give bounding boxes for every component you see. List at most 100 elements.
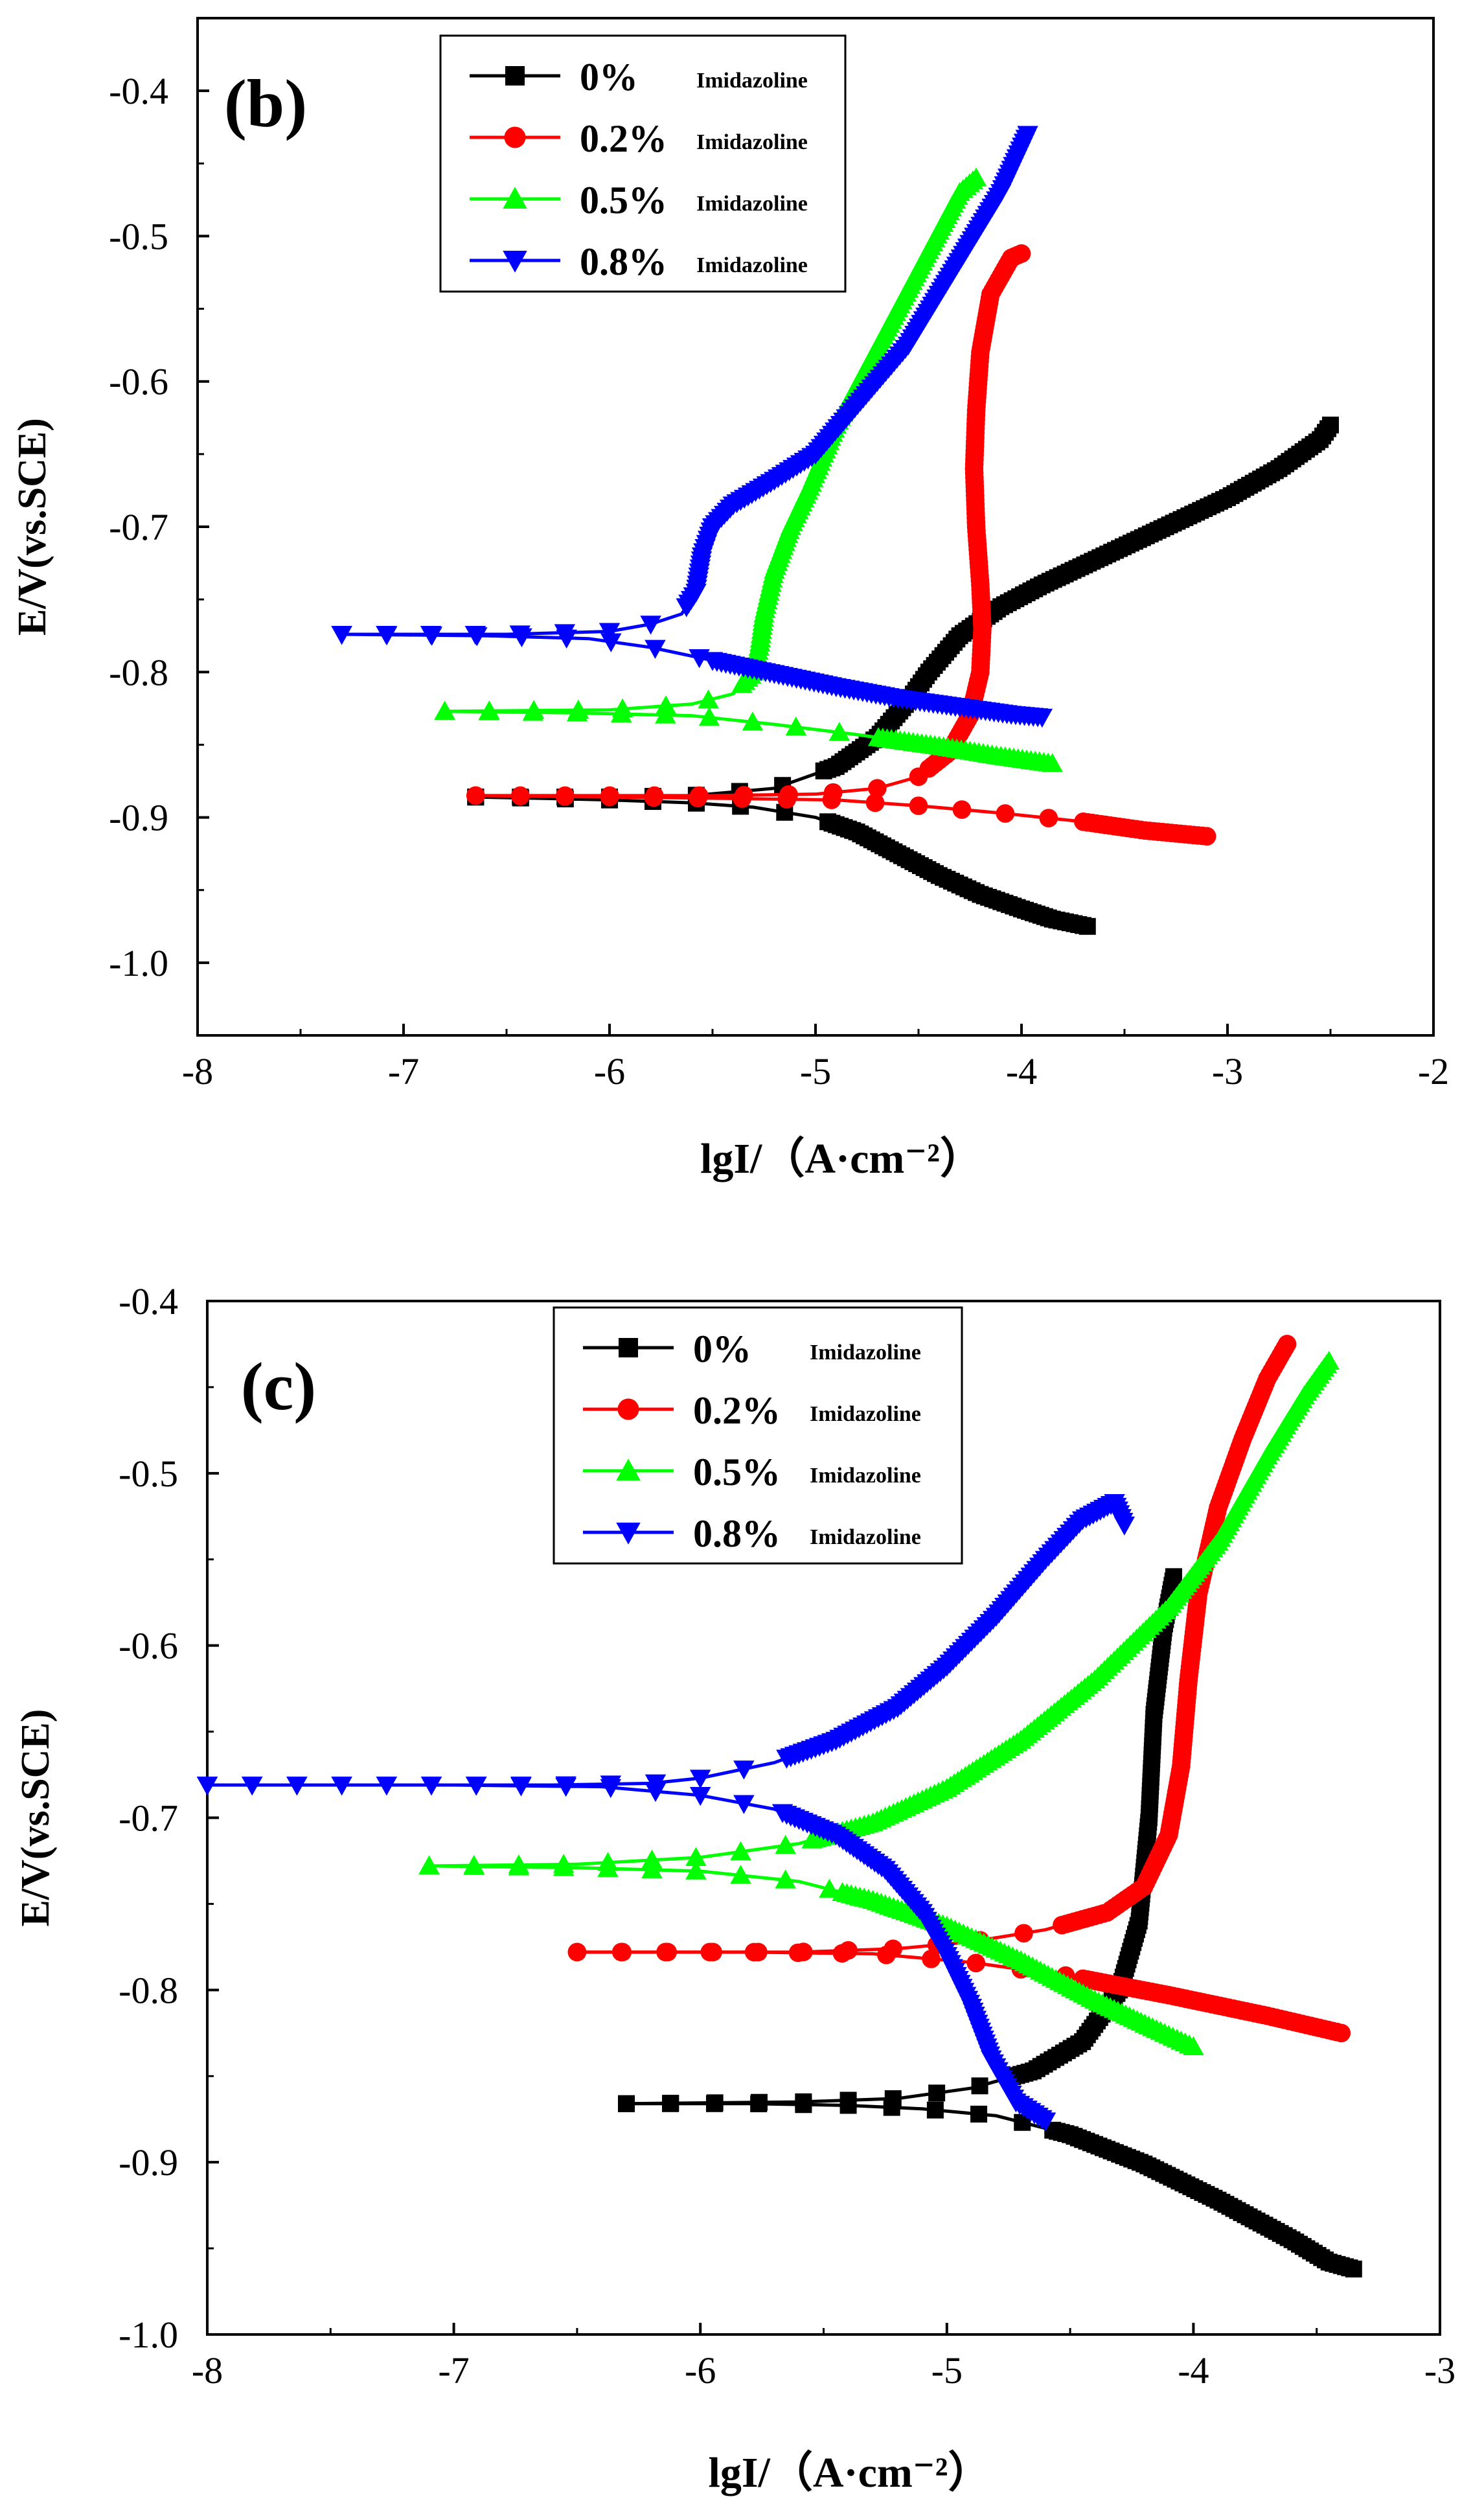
- data-point: [640, 616, 661, 635]
- legend-label: 0.5%: [693, 1451, 781, 1493]
- legend-marker: [616, 1458, 641, 1481]
- data-point: [420, 625, 442, 645]
- legend-suffix: Imidazoline: [696, 130, 808, 154]
- data-point: [952, 800, 972, 819]
- data-point: [418, 1855, 440, 1874]
- legend-suffix: Imidazoline: [810, 1525, 921, 1549]
- legend-marker: [616, 1523, 641, 1545]
- x-tick-label: -8: [182, 1050, 213, 1092]
- y-tick-label: -0.4: [109, 70, 168, 112]
- data-point: [434, 700, 455, 720]
- data-point: [599, 623, 621, 642]
- data-point: [466, 786, 485, 805]
- legend-label: 0%: [693, 1328, 751, 1370]
- y-tick-label: -0.9: [109, 797, 168, 839]
- data-point: [510, 1776, 532, 1796]
- legend-label: 0.2%: [693, 1389, 781, 1432]
- data-point: [928, 2084, 946, 2102]
- data-point: [556, 786, 575, 805]
- series-0-5pct: [418, 1350, 1340, 2056]
- data-point: [465, 1776, 487, 1796]
- data-point: [828, 722, 850, 741]
- data-point: [567, 1942, 587, 1962]
- data-point: [662, 2095, 679, 2112]
- series-line-cathodic: [626, 2102, 1354, 2271]
- series-0-8pct: [196, 1494, 1136, 2132]
- data-point: [1079, 917, 1096, 935]
- y-tick-label: -0.4: [119, 1280, 178, 1322]
- data-point: [884, 1939, 903, 1959]
- data-point: [331, 1776, 352, 1796]
- data-point: [1113, 1516, 1136, 1536]
- legend-marker: [505, 66, 525, 86]
- data-point: [689, 1769, 711, 1789]
- panel-label: (c): [241, 1348, 317, 1424]
- data-point: [706, 2094, 724, 2112]
- data-point: [1345, 2260, 1362, 2277]
- legend-item: 0.5% Imidazoline: [470, 179, 808, 222]
- data-point: [555, 1776, 576, 1795]
- data-point: [785, 716, 807, 736]
- data-point: [690, 786, 709, 805]
- x-tick-label: -5: [931, 2349, 963, 2391]
- data-point: [1183, 2036, 1204, 2056]
- legend-marker: [617, 1398, 639, 1420]
- x-axis-label: lgI/（A·cm⁻²）: [709, 2449, 991, 2496]
- data-point: [779, 785, 798, 804]
- x-axis-label: lgI/（A·cm⁻²）: [700, 1135, 983, 1182]
- data-point: [1197, 827, 1216, 846]
- data-point: [922, 1950, 941, 1968]
- data-point: [735, 785, 753, 805]
- data-point: [600, 1775, 622, 1795]
- data-point: [463, 1854, 485, 1874]
- data-point: [1042, 753, 1063, 772]
- data-point: [839, 2091, 857, 2109]
- data-point: [689, 1786, 711, 1806]
- y-tick-label: -0.5: [119, 1453, 178, 1495]
- data-point: [613, 1942, 632, 1962]
- y-tick-label: -0.6: [119, 1625, 178, 1667]
- y-tick-label: -0.8: [109, 651, 168, 693]
- data-point: [795, 2093, 812, 2110]
- data-point: [909, 796, 928, 815]
- data-point: [241, 1776, 263, 1796]
- data-point: [509, 625, 531, 645]
- legend-suffix: Imidazoline: [810, 1402, 921, 1426]
- data-point: [600, 633, 622, 652]
- data-point: [685, 1847, 707, 1867]
- series-0-8pct: [331, 126, 1053, 728]
- legend-marker: [503, 251, 527, 273]
- data-point: [733, 1795, 755, 1814]
- x-tick-label: -6: [594, 1050, 625, 1092]
- legend-label: 0.8%: [580, 240, 667, 283]
- data-point: [645, 640, 666, 659]
- data-point: [1322, 417, 1339, 433]
- legend-item: 0.2% Imidazoline: [470, 117, 808, 160]
- data-point: [685, 1860, 707, 1880]
- data-point: [730, 1865, 751, 1884]
- legend-suffix: Imidazoline: [696, 192, 808, 216]
- data-point: [884, 2090, 902, 2108]
- x-tick-label: -7: [388, 1050, 419, 1092]
- y-tick-label: -0.6: [109, 361, 168, 403]
- y-tick-label: -0.8: [119, 1969, 178, 2011]
- data-point: [730, 1841, 751, 1860]
- data-point: [464, 625, 486, 645]
- legend-marker: [503, 187, 527, 209]
- chart-panel-c: -8 -7 -6 -5 -4 -3 -1.0 -0.9 -0.8 -0.7 -0.6 -0.5 -0.4…: [14, 1280, 1455, 2496]
- legend-item: 0.8% Imidazoline: [583, 1512, 921, 1555]
- legend-item: 0.2% Imidazoline: [583, 1389, 921, 1432]
- x-tick-label: -3: [1212, 1050, 1243, 1092]
- data-point: [508, 1854, 530, 1874]
- legend-item: 0% Imidazoline: [470, 56, 808, 98]
- data-point: [703, 1942, 722, 1962]
- legend-label: 0.2%: [580, 117, 667, 160]
- panel-label: (b): [224, 65, 307, 141]
- legend-item: 0% Imidazoline: [583, 1328, 921, 1370]
- data-point: [868, 779, 887, 798]
- data-point: [1031, 708, 1053, 728]
- data-point: [966, 1953, 986, 1973]
- data-point: [1014, 1924, 1033, 1943]
- y-tick-label: -1.0: [109, 942, 168, 984]
- series-0-2pct: [466, 244, 1216, 846]
